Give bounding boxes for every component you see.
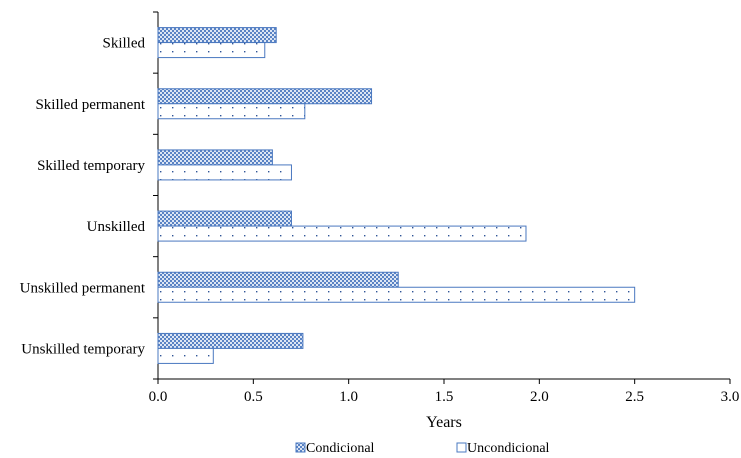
y-tick-label-skilled-permanent: Skilled permanent: [35, 97, 145, 113]
y-tick-labels: Skilled Skilled permanent Skilled temporar…: [20, 36, 146, 358]
x-tick-label-1-5: 1.5: [435, 389, 454, 405]
bar-condicional-unskilled-temporary: [157, 332, 304, 349]
bar-condicional-skilled-temporary: [157, 149, 273, 166]
legend: Condicional Uncondicional: [295, 441, 550, 456]
x-tick-label-0-0: 0.0: [149, 389, 168, 405]
x-tick-label-3-0: 3.0: [721, 389, 740, 405]
legend-swatch-uncondicional: [456, 442, 467, 453]
y-tick-label-unskilled: Unskilled: [87, 219, 146, 235]
legend-item-condicional: Condicional: [295, 441, 375, 456]
x-tick-label-2-0: 2.0: [530, 389, 549, 405]
bar-uncondicional-skilled: [157, 42, 266, 59]
bar-condicional-skilled: [157, 27, 277, 44]
x-tick-label-0-5: 0.5: [244, 389, 263, 405]
legend-label-uncondicional: Uncondicional: [467, 441, 550, 456]
x-tick-label-1-0: 1.0: [339, 389, 358, 405]
bar-uncondicional-skilled-temporary: [157, 164, 292, 181]
bar-condicional-skilled-permanent: [157, 88, 373, 105]
y-tick-label-unskilled-permanent: Unskilled permanent: [20, 280, 146, 296]
x-tick-labels: 0.0 0.5 1.0 1.5 2.0 2.5 3.0: [149, 389, 740, 405]
legend-label-condicional: Condicional: [306, 441, 375, 456]
x-tick-label-2-5: 2.5: [625, 389, 644, 405]
y-tick-label-skilled: Skilled: [102, 36, 145, 52]
legend-swatch-condicional: [295, 442, 306, 453]
bar-uncondicional-unskilled: [157, 225, 527, 242]
bars-group: [157, 27, 636, 364]
y-tick-marks: [153, 11, 158, 380]
y-tick-label-skilled-temporary: Skilled temporary: [37, 158, 145, 174]
x-tick-marks: [157, 379, 731, 384]
legend-item-uncondicional: Uncondicional: [456, 441, 550, 456]
bar-uncondicional-skilled-permanent: [157, 103, 306, 120]
bar-uncondicional-unskilled-permanent: [157, 286, 636, 303]
y-tick-label-unskilled-temporary: Unskilled temporary: [21, 341, 145, 357]
bar-uncondicional-unskilled-temporary: [157, 347, 214, 364]
bar-condicional-unskilled-permanent: [157, 271, 399, 288]
x-axis-label: Years: [426, 414, 462, 431]
bar-condicional-unskilled: [157, 210, 292, 227]
